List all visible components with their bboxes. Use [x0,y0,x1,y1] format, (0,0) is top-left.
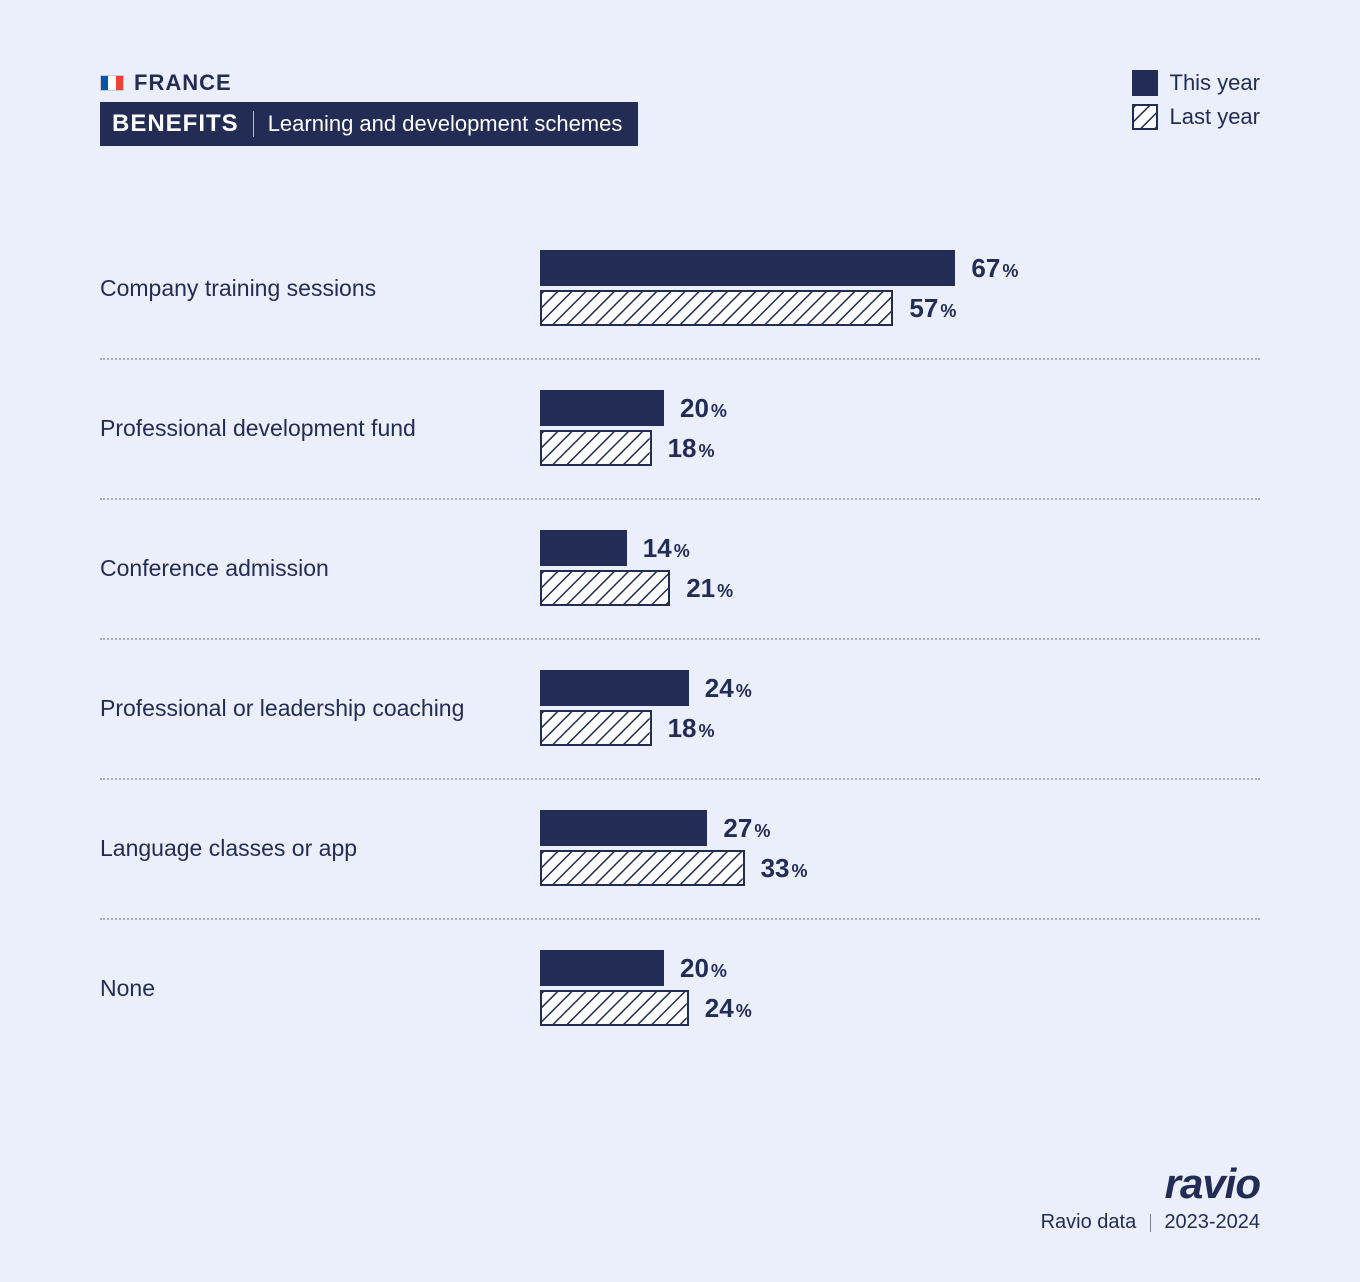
row-label: Company training sessions [100,275,540,302]
bar-solid [540,950,664,986]
row-label: Conference admission [100,555,540,582]
bar-hatch [540,430,652,466]
chart-row: Professional or leadership coaching24%18… [100,640,1260,780]
row-label: None [100,975,540,1002]
legend-swatch-hatch [1132,104,1158,130]
france-flag-icon [100,75,124,91]
row-label: Professional or leadership coaching [100,695,540,722]
chart-row: Conference admission14%21% [100,500,1260,640]
value-this-year: 24% [705,673,752,704]
title-subtitle: Learning and development schemes [268,111,623,137]
bars-column: 27%33% [540,806,1260,890]
bar-last-year: 18% [540,710,1260,746]
source-line: Ravio data 2023-2024 [1041,1211,1260,1234]
bars-column: 20%24% [540,946,1260,1030]
legend-this-year-label: This year [1170,70,1260,96]
bar-solid [540,390,664,426]
legend-last-year-label: Last year [1170,104,1261,130]
chart-row: Company training sessions 67% 57% [100,220,1260,360]
bar-solid [540,670,689,706]
source-period: 2023-2024 [1164,1211,1260,1233]
source-separator [1150,1214,1151,1232]
row-label: Professional development fund [100,415,540,442]
value-last-year: 21% [686,573,733,604]
footer: ravio Ravio data 2023-2024 [1041,1163,1260,1234]
bar-this-year: 20% [540,390,1260,426]
value-this-year: 20% [680,393,727,424]
infographic-canvas: FRANCE BENEFITS Learning and development… [0,0,1360,1282]
bar-hatch [540,290,893,326]
bar-hatch [540,850,745,886]
bars-column: 20%18% [540,386,1260,470]
chart-row: Professional development fund20%18% [100,360,1260,500]
bar-hatch [540,570,670,606]
bar-this-year: 24% [540,670,1260,706]
bar-last-year: 24% [540,990,1260,1026]
bar-solid [540,530,627,566]
legend-last-year: Last year [1132,104,1261,130]
value-last-year: 24% [705,993,752,1024]
value-this-year: 14% [643,533,690,564]
title-strong: BENEFITS [112,110,239,138]
title-bar: BENEFITS Learning and development scheme… [100,102,638,146]
bars-column: 67% 57% [540,246,1260,330]
value-last-year: 57% [909,293,956,324]
legend-swatch-solid [1132,70,1158,96]
bar-hatch [540,710,652,746]
brand-logo: ravio [1041,1163,1260,1205]
country-row: FRANCE [100,70,1260,96]
chart-header: FRANCE BENEFITS Learning and development… [100,70,1260,146]
country-name: FRANCE [134,70,232,96]
bar-last-year: 57% [540,290,1260,326]
bar-chart: Company training sessions 67% 57% Professio… [100,220,1260,1058]
bar-last-year: 33% [540,850,1260,886]
value-last-year: 18% [668,713,715,744]
bar-solid [540,250,955,286]
value-this-year: 27% [723,813,770,844]
source-prefix: Ravio data [1041,1211,1137,1233]
title-divider [253,111,254,137]
bars-column: 14%21% [540,526,1260,610]
legend-this-year: This year [1132,70,1261,96]
bar-hatch [540,990,689,1026]
row-label: Language classes or app [100,835,540,862]
bars-column: 24%18% [540,666,1260,750]
value-this-year: 20% [680,953,727,984]
value-last-year: 18% [668,433,715,464]
bar-this-year: 14% [540,530,1260,566]
chart-row: Language classes or app27%33% [100,780,1260,920]
bar-this-year: 67% [540,250,1260,286]
value-last-year: 33% [761,853,808,884]
legend: This year Last year [1132,70,1261,138]
value-this-year: 67% [971,253,1018,284]
bar-last-year: 21% [540,570,1260,606]
bar-this-year: 27% [540,810,1260,846]
bar-this-year: 20% [540,950,1260,986]
bar-last-year: 18% [540,430,1260,466]
bar-solid [540,810,707,846]
chart-row: None20%24% [100,920,1260,1058]
